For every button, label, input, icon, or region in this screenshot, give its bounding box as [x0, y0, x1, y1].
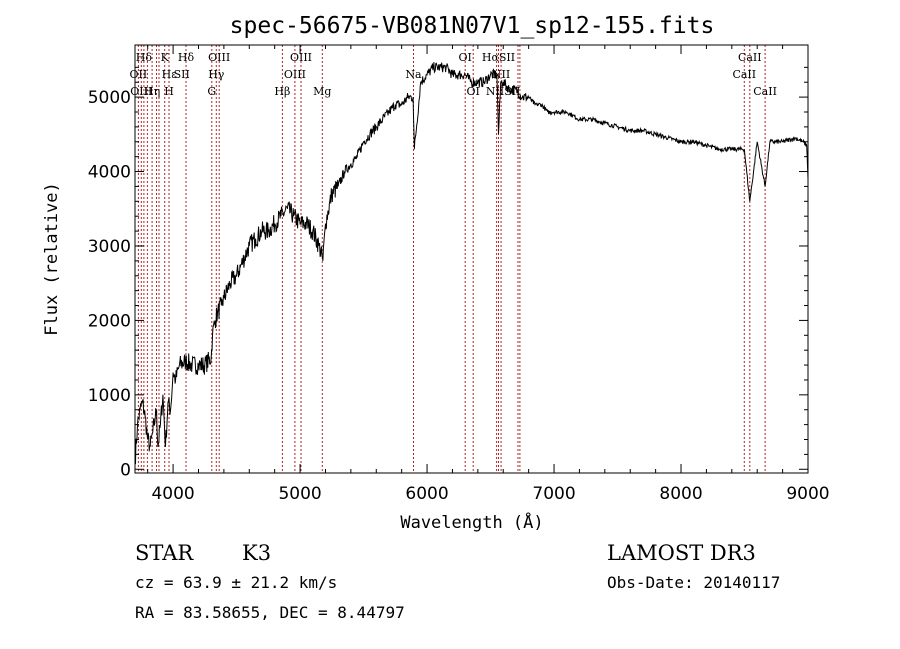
line-label: OI — [467, 85, 480, 98]
spectrum-series — [134, 62, 809, 465]
line-label: OIII — [208, 51, 230, 64]
line-label: CaII — [753, 85, 777, 98]
x-tick-label: 7000 — [532, 484, 575, 504]
chart-title: spec-56675-VB081N07V1_sp12-155.fits — [230, 13, 715, 39]
line-label: NIISII — [486, 85, 521, 98]
line-label: OIII — [284, 68, 306, 81]
x-tick-label: 5000 — [278, 484, 321, 504]
y-tick-label: 4000 — [88, 163, 131, 183]
line-label: Hδ — [178, 51, 195, 64]
x-tick-label: 6000 — [405, 484, 448, 504]
line-label: K — [161, 51, 170, 64]
x-axis-ticks: 4000 5000 6000 7000 8000 9000 — [147, 45, 830, 504]
y-axis-label: Flux (relative) — [42, 182, 62, 336]
x-tick-label: 8000 — [659, 484, 702, 504]
y-tick-label: 1000 — [88, 386, 131, 406]
line-label: Hγ — [208, 68, 225, 81]
redshift-readout: cz = 63.9 ± 21.2 km/s — [135, 573, 337, 592]
observation-date: Obs-Date: 20140117 — [607, 573, 780, 592]
x-tick-label: 9000 — [786, 484, 829, 504]
y-tick-label: 2000 — [88, 311, 131, 331]
line-label: H — [164, 85, 174, 98]
line-label: Hη — [144, 85, 160, 98]
y-tick-label: 5000 — [88, 88, 131, 108]
line-label: Hδ — [136, 51, 153, 64]
line-label: OIII — [130, 85, 152, 98]
line-label: HαSII — [482, 51, 515, 64]
x-axis-label: Wavelength (Å) — [400, 511, 543, 533]
y-tick-label: 0 — [120, 460, 131, 480]
line-label: OII — [130, 68, 148, 81]
line-label: OIII — [290, 51, 312, 64]
line-label: Hβ — [274, 85, 290, 98]
x-tick-label: 4000 — [151, 484, 194, 504]
spectral-line-markers — [137, 45, 766, 473]
line-label: CaII — [738, 51, 762, 64]
object-subclass: K3 — [242, 541, 271, 565]
y-axis-ticks: 0 1000 2000 3000 4000 5000 — [88, 66, 808, 480]
line-label: CaII — [732, 68, 756, 81]
object-class: STAR — [135, 541, 194, 565]
line-label: G — [207, 85, 216, 98]
plot-frame — [134, 44, 809, 474]
line-label: Na — [405, 68, 422, 81]
line-label: SII — [174, 68, 190, 81]
survey-name: LAMOST DR3 — [607, 541, 756, 565]
y-tick-label: 3000 — [88, 237, 131, 257]
coordinates-readout: RA = 83.58655, DEC = 8.44797 — [135, 603, 405, 622]
line-label: Mg — [313, 85, 331, 98]
line-label: OI — [459, 51, 472, 64]
line-label: Hε — [162, 68, 178, 81]
